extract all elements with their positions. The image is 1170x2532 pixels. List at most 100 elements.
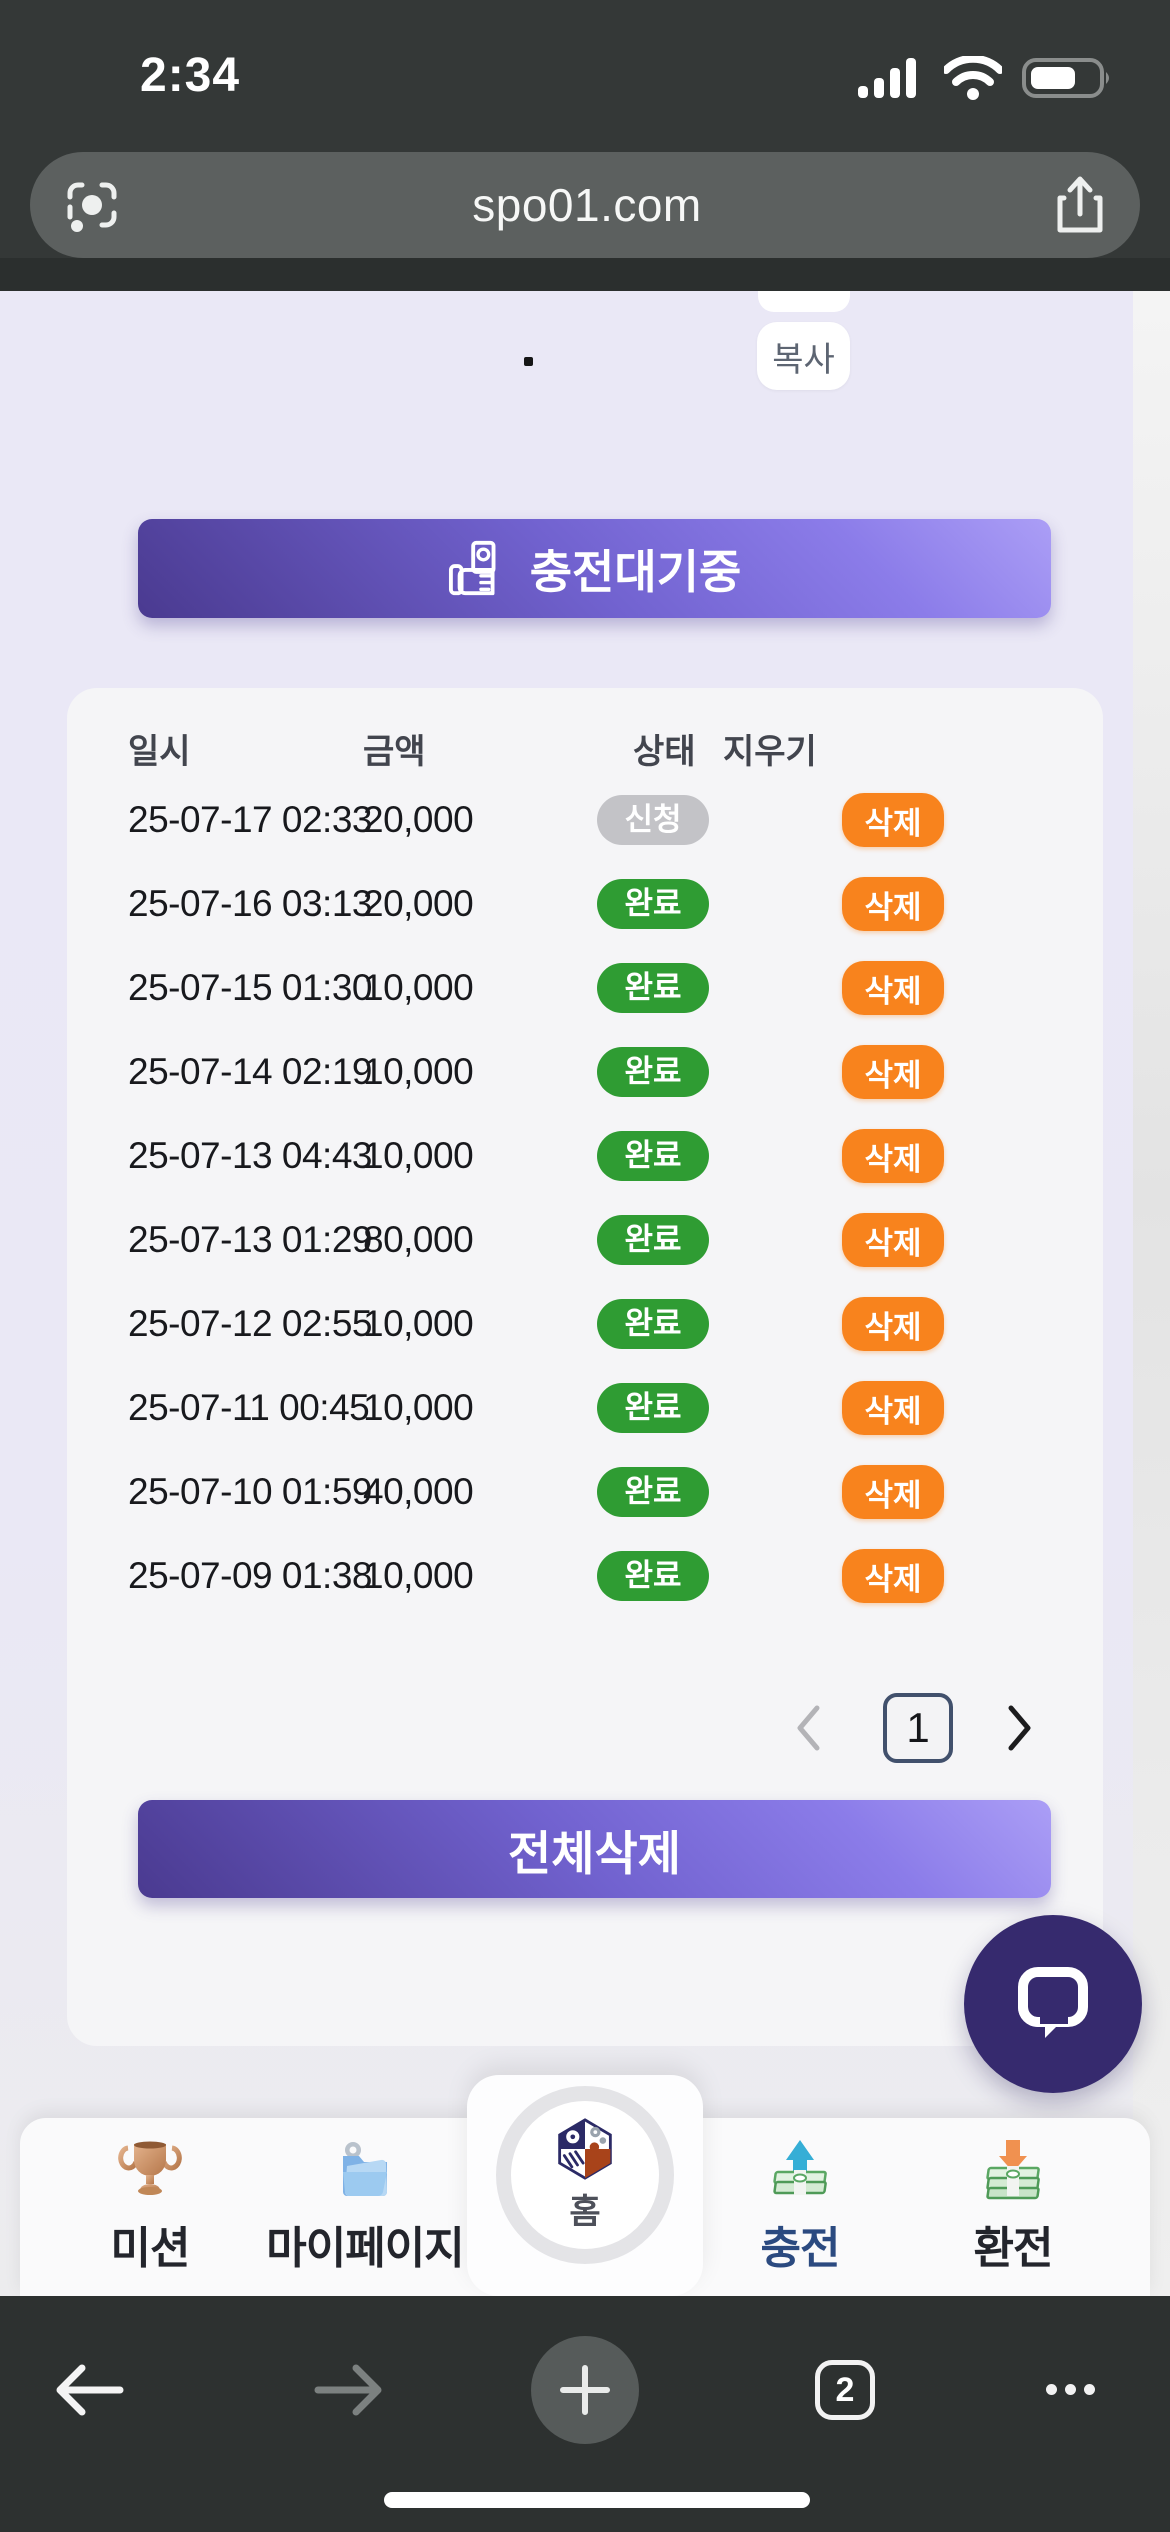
header-amount: 금액 xyxy=(363,733,426,771)
row-delete-button[interactable]: 삭제 xyxy=(842,961,944,1015)
table-row: 25-07-10 01:59 40,000 완료 삭제 xyxy=(67,1450,1103,1534)
chevron-right-icon xyxy=(1008,1705,1031,1751)
next-page-button[interactable] xyxy=(1005,1703,1035,1753)
prev-page-button[interactable] xyxy=(793,1703,823,1753)
nav-exchange-label: 환전 xyxy=(973,2224,1054,2273)
forward-arrow-icon xyxy=(314,2364,382,2416)
row-amount: 40,000 xyxy=(363,1471,474,1512)
clipped-button[interactable] xyxy=(758,291,850,312)
row-date: 25-07-15 01:30 xyxy=(128,967,372,1008)
row-date: 25-07-16 03:13 xyxy=(128,883,372,924)
row-delete-button[interactable]: 삭제 xyxy=(842,1297,944,1351)
row-delete-button[interactable]: 삭제 xyxy=(842,1129,944,1183)
nav-mypage[interactable]: 마이페이지 xyxy=(255,2118,475,2296)
wifi-icon xyxy=(944,56,1002,100)
delete-all-button[interactable]: 전체삭제 xyxy=(138,1800,1051,1898)
table-row: 25-07-17 02:33 20,000 신청 삭제 xyxy=(67,778,1103,862)
new-tab-button[interactable] xyxy=(525,2330,645,2450)
row-date: 25-07-17 02:33 xyxy=(128,799,372,840)
charge-pending-button[interactable]: 충전대기중 xyxy=(138,519,1051,618)
status-badge: 완료 xyxy=(597,1047,709,1097)
status-badge: 완료 xyxy=(597,1131,709,1181)
nav-home[interactable]: 홈 xyxy=(496,2086,674,2264)
chevron-left-icon xyxy=(797,1705,820,1751)
trophy-icon xyxy=(118,2141,182,2195)
nav-mission[interactable]: 미션 xyxy=(40,2118,260,2296)
status-badge: 완료 xyxy=(597,1299,709,1349)
current-page-button[interactable]: 1 xyxy=(883,1693,953,1763)
row-delete-button[interactable]: 삭제 xyxy=(842,1381,944,1435)
status-badge: 완료 xyxy=(597,1215,709,1265)
row-delete-button[interactable]: 삭제 xyxy=(842,1549,944,1603)
row-amount: 20,000 xyxy=(363,883,474,924)
ellipsis-icon xyxy=(1042,2383,1099,2398)
tab-count-badge: 2 xyxy=(815,2360,875,2420)
chrome-divider xyxy=(0,258,1170,291)
nav-exchange[interactable]: 환전 xyxy=(903,2118,1123,2296)
row-amount: 10,000 xyxy=(363,1135,474,1176)
money-down-icon xyxy=(986,2140,1040,2200)
row-date: 25-07-10 01:59 xyxy=(128,1471,372,1512)
nav-mypage-label: 마이페이지 xyxy=(266,2224,464,2273)
row-date: 25-07-13 01:29 xyxy=(128,1219,372,1260)
row-amount: 20,000 xyxy=(363,799,474,840)
row-delete-button[interactable]: 삭제 xyxy=(842,793,944,847)
back-button[interactable] xyxy=(30,2330,150,2450)
nav-home-label: 홈 xyxy=(569,2192,601,2231)
share-icon xyxy=(1057,176,1103,233)
history-card: 일시 금액 상태 지우기 25-07-17 02:33 20,000 신청 삭제… xyxy=(67,688,1103,2046)
header-date: 일시 xyxy=(128,733,191,771)
status-badge: 신청 xyxy=(597,795,709,845)
dot-text xyxy=(524,357,533,366)
url-text: spo01.com xyxy=(472,179,702,231)
home-indicator[interactable] xyxy=(384,2492,810,2508)
url-bar[interactable]: spo01.com xyxy=(30,152,1140,258)
plus-circle xyxy=(531,2336,639,2444)
table-row: 25-07-15 01:30 10,000 완료 삭제 xyxy=(67,946,1103,1030)
row-delete-button[interactable]: 삭제 xyxy=(842,877,944,931)
home-logo-icon xyxy=(558,2117,612,2180)
chat-widget-button[interactable] xyxy=(964,1915,1142,2093)
folder-icon xyxy=(343,2142,387,2197)
table-row: 25-07-16 03:13 20,000 완료 삭제 xyxy=(67,862,1103,946)
status-badge: 완료 xyxy=(597,1551,709,1601)
table-header: 일시 금액 상태 지우기 xyxy=(67,724,1103,776)
status-badge: 완료 xyxy=(597,963,709,1013)
row-amount: 10,000 xyxy=(363,1387,474,1428)
row-date: 25-07-11 00:45 xyxy=(128,1387,370,1428)
status-badge: 완료 xyxy=(597,1383,709,1433)
more-menu-button[interactable] xyxy=(1010,2330,1130,2450)
table-row: 25-07-11 00:45 10,000 완료 삭제 xyxy=(67,1366,1103,1450)
row-amount: 10,000 xyxy=(363,1051,474,1092)
clock: 2:34 xyxy=(140,49,241,102)
browser-toolbar: 2 xyxy=(0,2296,1170,2532)
nav-mission-label: 미션 xyxy=(110,2224,191,2273)
nav-charge[interactable]: 충전 xyxy=(690,2118,910,2296)
lens-icon xyxy=(67,182,117,232)
row-date: 25-07-14 02:19 xyxy=(128,1051,372,1092)
row-delete-button[interactable]: 삭제 xyxy=(842,1465,944,1519)
page-content: 복사 충전대기중 일시 금액 상태 지우기 25-07-17 02:33 xyxy=(0,291,1170,2296)
tab-switcher-button[interactable]: 2 xyxy=(785,2330,905,2450)
table-row: 25-07-09 01:38 10,000 완료 삭제 xyxy=(67,1534,1103,1618)
row-delete-button[interactable]: 삭제 xyxy=(842,1213,944,1267)
forward-button[interactable] xyxy=(288,2330,408,2450)
status-badge: 완료 xyxy=(597,1467,709,1517)
row-date: 25-07-13 04:43 xyxy=(128,1135,372,1176)
copy-button[interactable]: 복사 xyxy=(757,322,850,390)
row-date: 25-07-12 02:55 xyxy=(128,1303,372,1344)
home-platform: 홈 xyxy=(467,2075,703,2296)
row-amount: 10,000 xyxy=(363,1303,474,1344)
money-up-icon xyxy=(773,2140,827,2195)
pagination: 1 xyxy=(67,1693,1103,1763)
row-amount: 80,000 xyxy=(363,1219,474,1260)
table-rows: 25-07-17 02:33 20,000 신청 삭제 25-07-16 03:… xyxy=(67,778,1103,1618)
status-badge: 완료 xyxy=(597,879,709,929)
table-row: 25-07-14 02:19 10,000 완료 삭제 xyxy=(67,1030,1103,1114)
plus-icon xyxy=(560,2365,610,2415)
bottom-nav: 미션 마이페이지 xyxy=(20,2075,1150,2296)
background-strip xyxy=(1133,291,1170,2296)
row-delete-button[interactable]: 삭제 xyxy=(842,1045,944,1099)
header-status: 상태 xyxy=(633,733,696,771)
